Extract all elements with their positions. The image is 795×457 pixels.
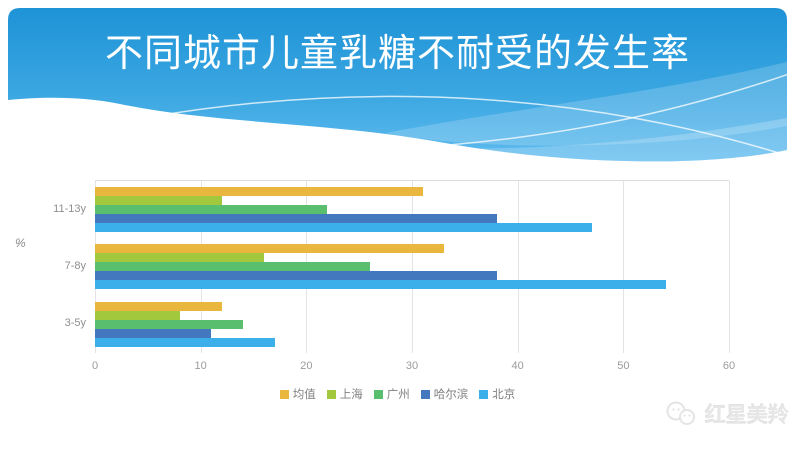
legend-swatch — [479, 389, 489, 399]
x-tick-label: 60 — [722, 360, 736, 372]
x-tick-label: 50 — [617, 360, 630, 372]
category-label: 11-13y — [53, 202, 86, 215]
category-label: 7-8y — [64, 260, 86, 272]
x-tick-label: 30 — [405, 360, 419, 372]
legend: 均值 上海 广州 哈尔滨 北京 — [0, 386, 795, 402]
bar-group-11-13y — [95, 181, 729, 238]
category-label: 3-5y — [64, 317, 86, 330]
bar-上海-11-13y — [95, 196, 222, 206]
bar-哈尔滨-3-5y — [95, 328, 212, 338]
bar-哈尔滨-7-8y — [95, 271, 497, 281]
watermark-text: 红星美羚 — [705, 404, 789, 427]
legend-swatch — [420, 389, 430, 399]
bar-上海-7-8y — [95, 253, 265, 263]
header-wave-overlay-2 — [300, 118, 787, 162]
legend-swatch — [373, 389, 383, 399]
gridline — [412, 181, 413, 353]
x-tick-label: 20 — [300, 360, 313, 372]
bar-广州-11-13y — [95, 205, 328, 215]
legend-label: 均值 — [292, 389, 316, 401]
legend-item-广州: 广州 — [373, 386, 410, 402]
legend-item-上海: 上海 — [326, 386, 363, 402]
bar-哈尔滨-11-13y — [95, 214, 497, 224]
bar-广州-7-8y — [95, 262, 370, 272]
x-tick-label: 10 — [194, 360, 207, 372]
bar-group-7-8y — [95, 238, 729, 295]
legend-label: 北京 — [492, 389, 516, 401]
bar-广州-3-5y — [95, 319, 243, 329]
page-title: 不同城市儿童乳糖不耐受的发生率 — [104, 33, 690, 75]
bar-均值-11-13y — [95, 187, 423, 197]
x-tick-label: 40 — [511, 360, 524, 372]
bar-上海-3-5y — [95, 310, 180, 320]
bar-均值-7-8y — [95, 244, 444, 254]
bar-group-3-5y — [95, 296, 729, 353]
header-wave-overlay-1 — [385, 62, 787, 146]
x-tick-label: 0 — [91, 360, 99, 372]
bar-北京-7-8y — [95, 280, 666, 290]
bar-北京-3-5y — [95, 337, 275, 347]
header-panel — [8, 8, 787, 162]
header-wave-line-2 — [369, 71, 795, 151]
legend-item-北京: 北京 — [479, 386, 515, 402]
gridline — [517, 181, 519, 353]
legend-item-均值: 均值 — [279, 386, 316, 402]
watermark: 红星美羚 — [663, 399, 789, 429]
gridline — [623, 181, 625, 353]
header-wave-line-1 — [149, 95, 795, 159]
value-axis: 0 10 20 30 40 50 60 — [91, 360, 735, 374]
watermark-chat-bubbles-icon — [666, 401, 695, 425]
plot-area — [95, 180, 730, 353]
legend-swatch — [326, 389, 336, 399]
legend-item-哈尔滨: 哈尔滨 — [420, 386, 469, 402]
legend-label: 上海 — [339, 389, 363, 401]
legend-label: 广州 — [386, 389, 410, 401]
legend-label: 哈尔滨 — [433, 389, 469, 401]
category-axis: 11-13y 7-8y 3-5y — [0, 180, 86, 352]
bar-北京-11-13y — [95, 223, 592, 233]
legend-swatch — [279, 389, 289, 399]
y-axis-title: % — [15, 236, 26, 250]
gridline — [729, 181, 730, 353]
bar-均值-3-5y — [95, 301, 222, 311]
header-wave-graphic — [8, 8, 795, 162]
